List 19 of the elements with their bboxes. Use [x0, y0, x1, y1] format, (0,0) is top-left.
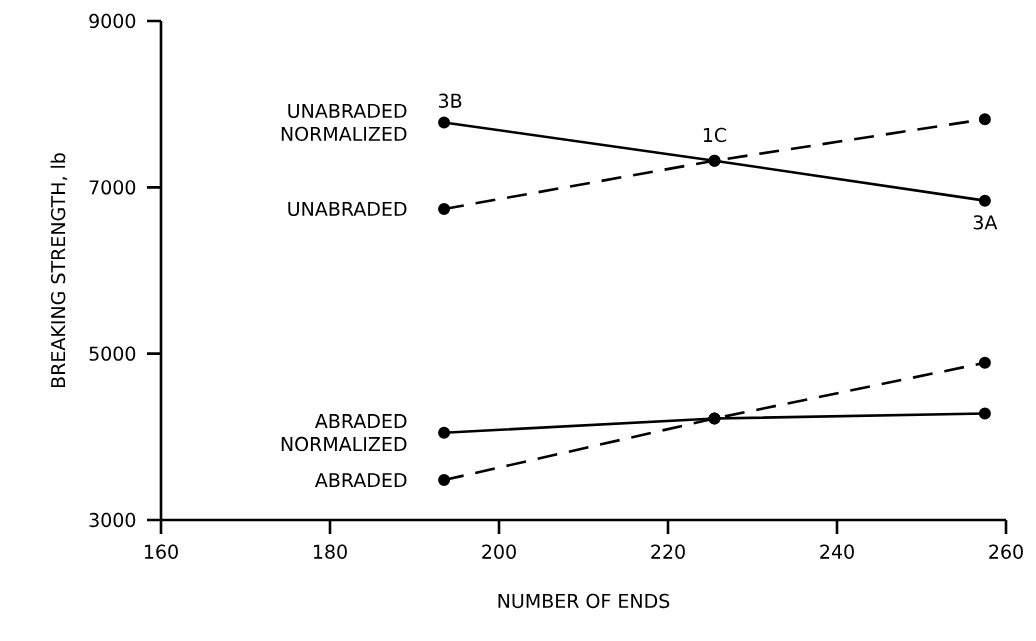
- x-tick-label: 200: [482, 544, 516, 559]
- x-tick-label: 220: [651, 544, 685, 559]
- y-tick-label: 3000: [89, 512, 136, 528]
- annotation: 1C: [703, 127, 727, 143]
- series-label: UNABRADED NORMALIZED: [281, 103, 407, 142]
- x-tick-label: 260: [989, 544, 1023, 559]
- annotation: 3B: [438, 93, 462, 108]
- y-tick-label: 7000: [89, 180, 136, 195]
- x-tick-label: 180: [313, 544, 347, 559]
- annotation: 3A: [973, 215, 998, 230]
- x-axis-title: NUMBER OF ENDS: [498, 593, 670, 609]
- x-tick-label: 160: [144, 544, 178, 559]
- series-label: ABRADED: [314, 473, 407, 488]
- series-label: UNABRADED: [288, 201, 407, 217]
- y-tick-label: 5000: [89, 346, 136, 361]
- x-tick-label: 240: [820, 544, 854, 559]
- y-axis-title: BREAKING STRENGTH, lb: [50, 153, 68, 387]
- series-label: ABRADED NORMALIZED: [281, 414, 407, 452]
- y-tick-label: 9000: [89, 13, 136, 29]
